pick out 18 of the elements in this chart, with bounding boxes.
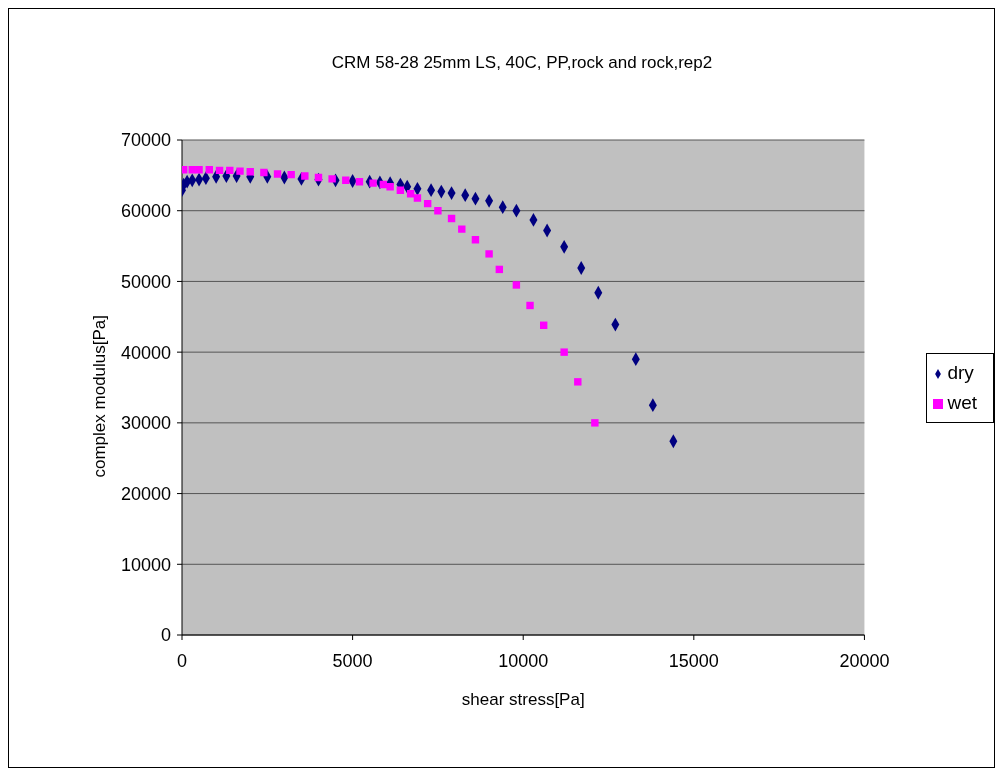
x-axis-title: shear stress[Pa] (461, 690, 585, 709)
x-tick-label: 15000 (668, 650, 719, 671)
legend-label: wet (947, 392, 977, 413)
chart-title: CRM 58-28 25mm LS, 40C, PP,rock and rock,rep2 (330, 53, 714, 73)
y-tick-label: 50000 (120, 271, 171, 292)
y-tick-label: 30000 (120, 413, 171, 434)
y-tick-label: 60000 (120, 201, 171, 222)
y-tick-label: 40000 (120, 342, 171, 363)
x-tick-label: 20000 (839, 650, 890, 671)
y-axis-title: complex modulus[Pa] (90, 314, 110, 478)
y-tick-label: 10000 (120, 554, 171, 575)
x-tick-label: 10000 (498, 650, 549, 671)
legend-label: dry (947, 362, 974, 383)
x-tick-label: 5000 (332, 650, 373, 671)
x-tick-label: 0 (176, 650, 188, 671)
y-tick-label: 70000 (120, 130, 171, 151)
y-tick-label: 0 (160, 625, 171, 646)
y-tick-label: 20000 (120, 483, 171, 504)
